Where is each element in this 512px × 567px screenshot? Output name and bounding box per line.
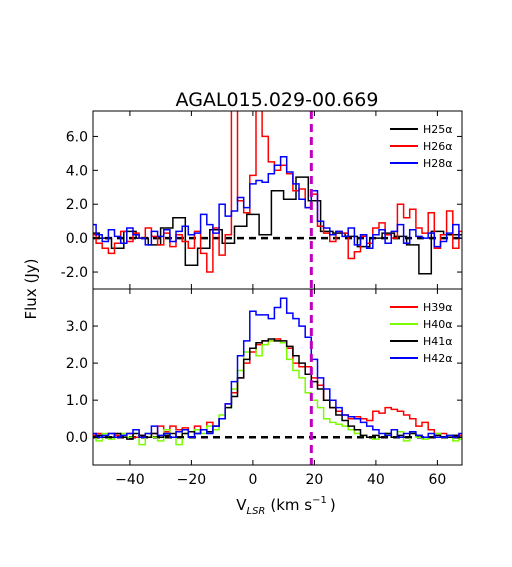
series-line-bottom-1 [93,340,462,446]
x-axis-label: VLSR (km s−1) [236,495,335,517]
plot-area [93,289,462,465]
y-tick-label: 2.0 [66,356,88,372]
y-axis-label: Flux (Jy) [22,259,40,320]
axes-frame [92,110,463,290]
x-tick-label: −20 [177,472,207,488]
top-panel: -2.0 0.0 2.0 4.0 6.0 H25α H26α H28α [61,110,463,290]
series-line-bottom-3 [93,297,462,438]
axes-frame [92,288,463,466]
y-tick-label: 0.0 [66,430,88,446]
x-tick-label: 20 [305,472,323,488]
series-line-top-1 [93,111,462,273]
chart-title: AGAL015.029-00.669 [176,89,379,111]
legend-label: H39α [423,301,453,314]
y-tick-label: 1.0 [66,393,88,409]
legend: H25α H26α H28α [390,123,453,170]
legend-label: H41α [423,335,453,348]
y-tick-label: 0.0 [66,231,88,247]
x-axis-label-subscript: LSR [247,506,266,517]
series-line-top-2 [93,156,462,250]
series-line-bottom-0 [93,338,462,438]
legend-label: H42α [423,352,453,365]
x-tick-label: 0 [248,472,257,488]
x-tick-label: 60 [428,472,446,488]
bottom-panel: −40 −20 0 20 40 60 0.0 1.0 2.0 3.0 H39α H40α H41α H42… [66,288,463,488]
series-line-bottom-2 [93,338,462,440]
legend-label: H26α [423,140,453,153]
x-axis-label-unit-open: (km s [270,496,312,514]
y-tick-label: 4.0 [66,163,88,179]
x-axis-label-symbol: V [236,496,247,514]
x-axis-label-unit-close: ) [330,496,336,514]
plot-area [93,111,462,289]
series-line-top-0 [93,176,462,275]
legend-label: H25α [423,123,453,136]
y-tick-label: 3.0 [66,319,88,335]
y-tick-label: 2.0 [66,197,88,213]
y-tick-label: -2.0 [61,265,88,281]
x-tick-label: −40 [115,472,145,488]
y-tick-label: 6.0 [66,129,88,145]
x-axis-label-unit-exponent: −1 [312,495,327,506]
legend-label: H28α [423,157,453,170]
x-tick-label: 40 [367,472,385,488]
legend: H39α H40α H41α H42α [390,301,453,365]
legend-label: H40α [423,318,453,331]
